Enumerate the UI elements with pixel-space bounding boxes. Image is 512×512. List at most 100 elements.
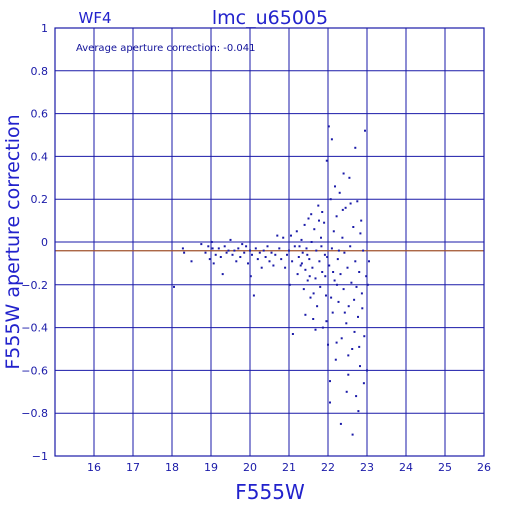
x-tick-label: 23 [360, 461, 374, 474]
x-tick-label: 24 [399, 461, 413, 474]
data-point [335, 341, 338, 344]
data-point [325, 294, 327, 297]
data-point [304, 313, 307, 316]
data-point [296, 273, 299, 276]
data-point [293, 245, 296, 248]
x-tick-label: 21 [282, 461, 296, 474]
data-point [290, 234, 292, 237]
data-point [299, 264, 302, 267]
data-point [183, 251, 186, 254]
data-point [347, 354, 350, 357]
data-point [295, 230, 298, 233]
data-point [311, 266, 314, 269]
data-point [200, 243, 203, 246]
data-point [247, 262, 249, 265]
data-point [181, 247, 184, 250]
data-point [327, 343, 329, 346]
y-tick-label: 1 [41, 22, 48, 35]
data-point [217, 247, 220, 250]
data-point [210, 241, 213, 243]
data-point [341, 236, 344, 239]
average-correction-annotation: Average aperture correction: -0.041 [76, 43, 256, 54]
x-tick-label: 16 [87, 461, 101, 474]
data-point [190, 260, 193, 263]
data-point [329, 401, 331, 404]
data-point [245, 245, 248, 248]
data-point [338, 191, 341, 194]
data-point [324, 275, 327, 278]
data-point [304, 268, 307, 271]
data-point [337, 300, 340, 303]
data-point [362, 382, 365, 385]
y-tick-label: −0.8 [21, 407, 48, 420]
data-point [241, 243, 244, 246]
data-point [320, 245, 323, 248]
y-tick-label: −0.2 [21, 279, 48, 292]
data-point [254, 247, 257, 250]
data-point [345, 322, 348, 325]
data-point [357, 315, 359, 318]
data-point [266, 245, 269, 248]
data-point [336, 283, 338, 286]
data-point [262, 249, 265, 252]
x-tick-label: 19 [204, 461, 218, 474]
data-point [310, 213, 313, 216]
data-point [323, 253, 326, 256]
data-point [317, 204, 320, 207]
data-point [332, 271, 335, 273]
data-point [249, 249, 251, 252]
tick-labels: 16 17 18 19 20 21 22 23 24 25 26 1 0.8 0.6 0.4 0.2 0 −0.2… [21, 22, 491, 474]
y-tick-label: −0.6 [21, 364, 48, 377]
data-point [264, 256, 267, 258]
data-point [313, 228, 316, 231]
data-point [342, 288, 345, 291]
data-point [318, 260, 321, 263]
data-point [231, 253, 234, 256]
data-point [308, 258, 311, 261]
data-point [364, 129, 366, 132]
data-point [233, 249, 236, 252]
data-point [314, 328, 317, 331]
data-point [355, 285, 358, 288]
data-point [358, 271, 361, 273]
data-point [334, 185, 336, 188]
chart-subtitle: WF4 [78, 9, 111, 27]
data-point [341, 208, 344, 211]
data-point [321, 271, 324, 273]
data-point [360, 292, 363, 295]
data-point [339, 273, 342, 276]
x-tick-label: 18 [165, 461, 179, 474]
data-point [272, 264, 275, 267]
data-point [270, 251, 273, 254]
data-point [320, 236, 322, 239]
data-point [318, 219, 320, 222]
data-point [325, 320, 328, 323]
data-point [353, 298, 356, 301]
data-point [333, 279, 336, 282]
data-point [351, 433, 354, 436]
data-point [330, 296, 333, 299]
x-tick-label: 25 [438, 461, 452, 474]
data-point [342, 172, 345, 175]
y-tick-label: 0.4 [31, 150, 49, 163]
data-point [316, 305, 319, 308]
data-point [325, 159, 328, 162]
y-axis-label: F555W aperture correction [2, 114, 24, 369]
data-point [332, 230, 335, 233]
data-point [350, 281, 353, 284]
data-point [343, 251, 346, 254]
data-point [280, 258, 283, 261]
data-point [306, 253, 309, 256]
data-point [329, 198, 332, 201]
data-point [300, 262, 303, 265]
data-point [312, 318, 315, 320]
y-tick-label: 0.6 [31, 108, 49, 121]
data-point [349, 245, 352, 248]
data-point [354, 260, 357, 263]
data-point [219, 256, 222, 258]
data-point [360, 219, 363, 222]
data-point [173, 285, 175, 288]
data-point [363, 335, 366, 338]
data-point [361, 307, 364, 310]
